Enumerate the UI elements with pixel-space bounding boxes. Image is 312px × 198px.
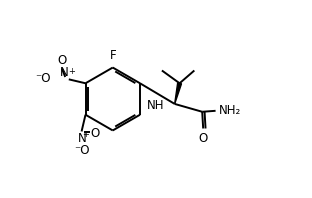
Text: NH₂: NH₂ bbox=[218, 104, 241, 117]
Text: O: O bbox=[57, 54, 66, 67]
Text: ⁻O: ⁻O bbox=[74, 144, 90, 157]
Text: +: + bbox=[82, 130, 89, 139]
Text: +: + bbox=[68, 67, 75, 76]
Text: ⁻O: ⁻O bbox=[36, 72, 51, 86]
Text: NH: NH bbox=[147, 99, 164, 111]
Text: N: N bbox=[60, 66, 68, 79]
Polygon shape bbox=[175, 83, 182, 104]
Text: N: N bbox=[78, 132, 86, 145]
Text: O: O bbox=[198, 132, 208, 145]
Text: O: O bbox=[90, 127, 100, 140]
Text: F: F bbox=[110, 49, 116, 62]
